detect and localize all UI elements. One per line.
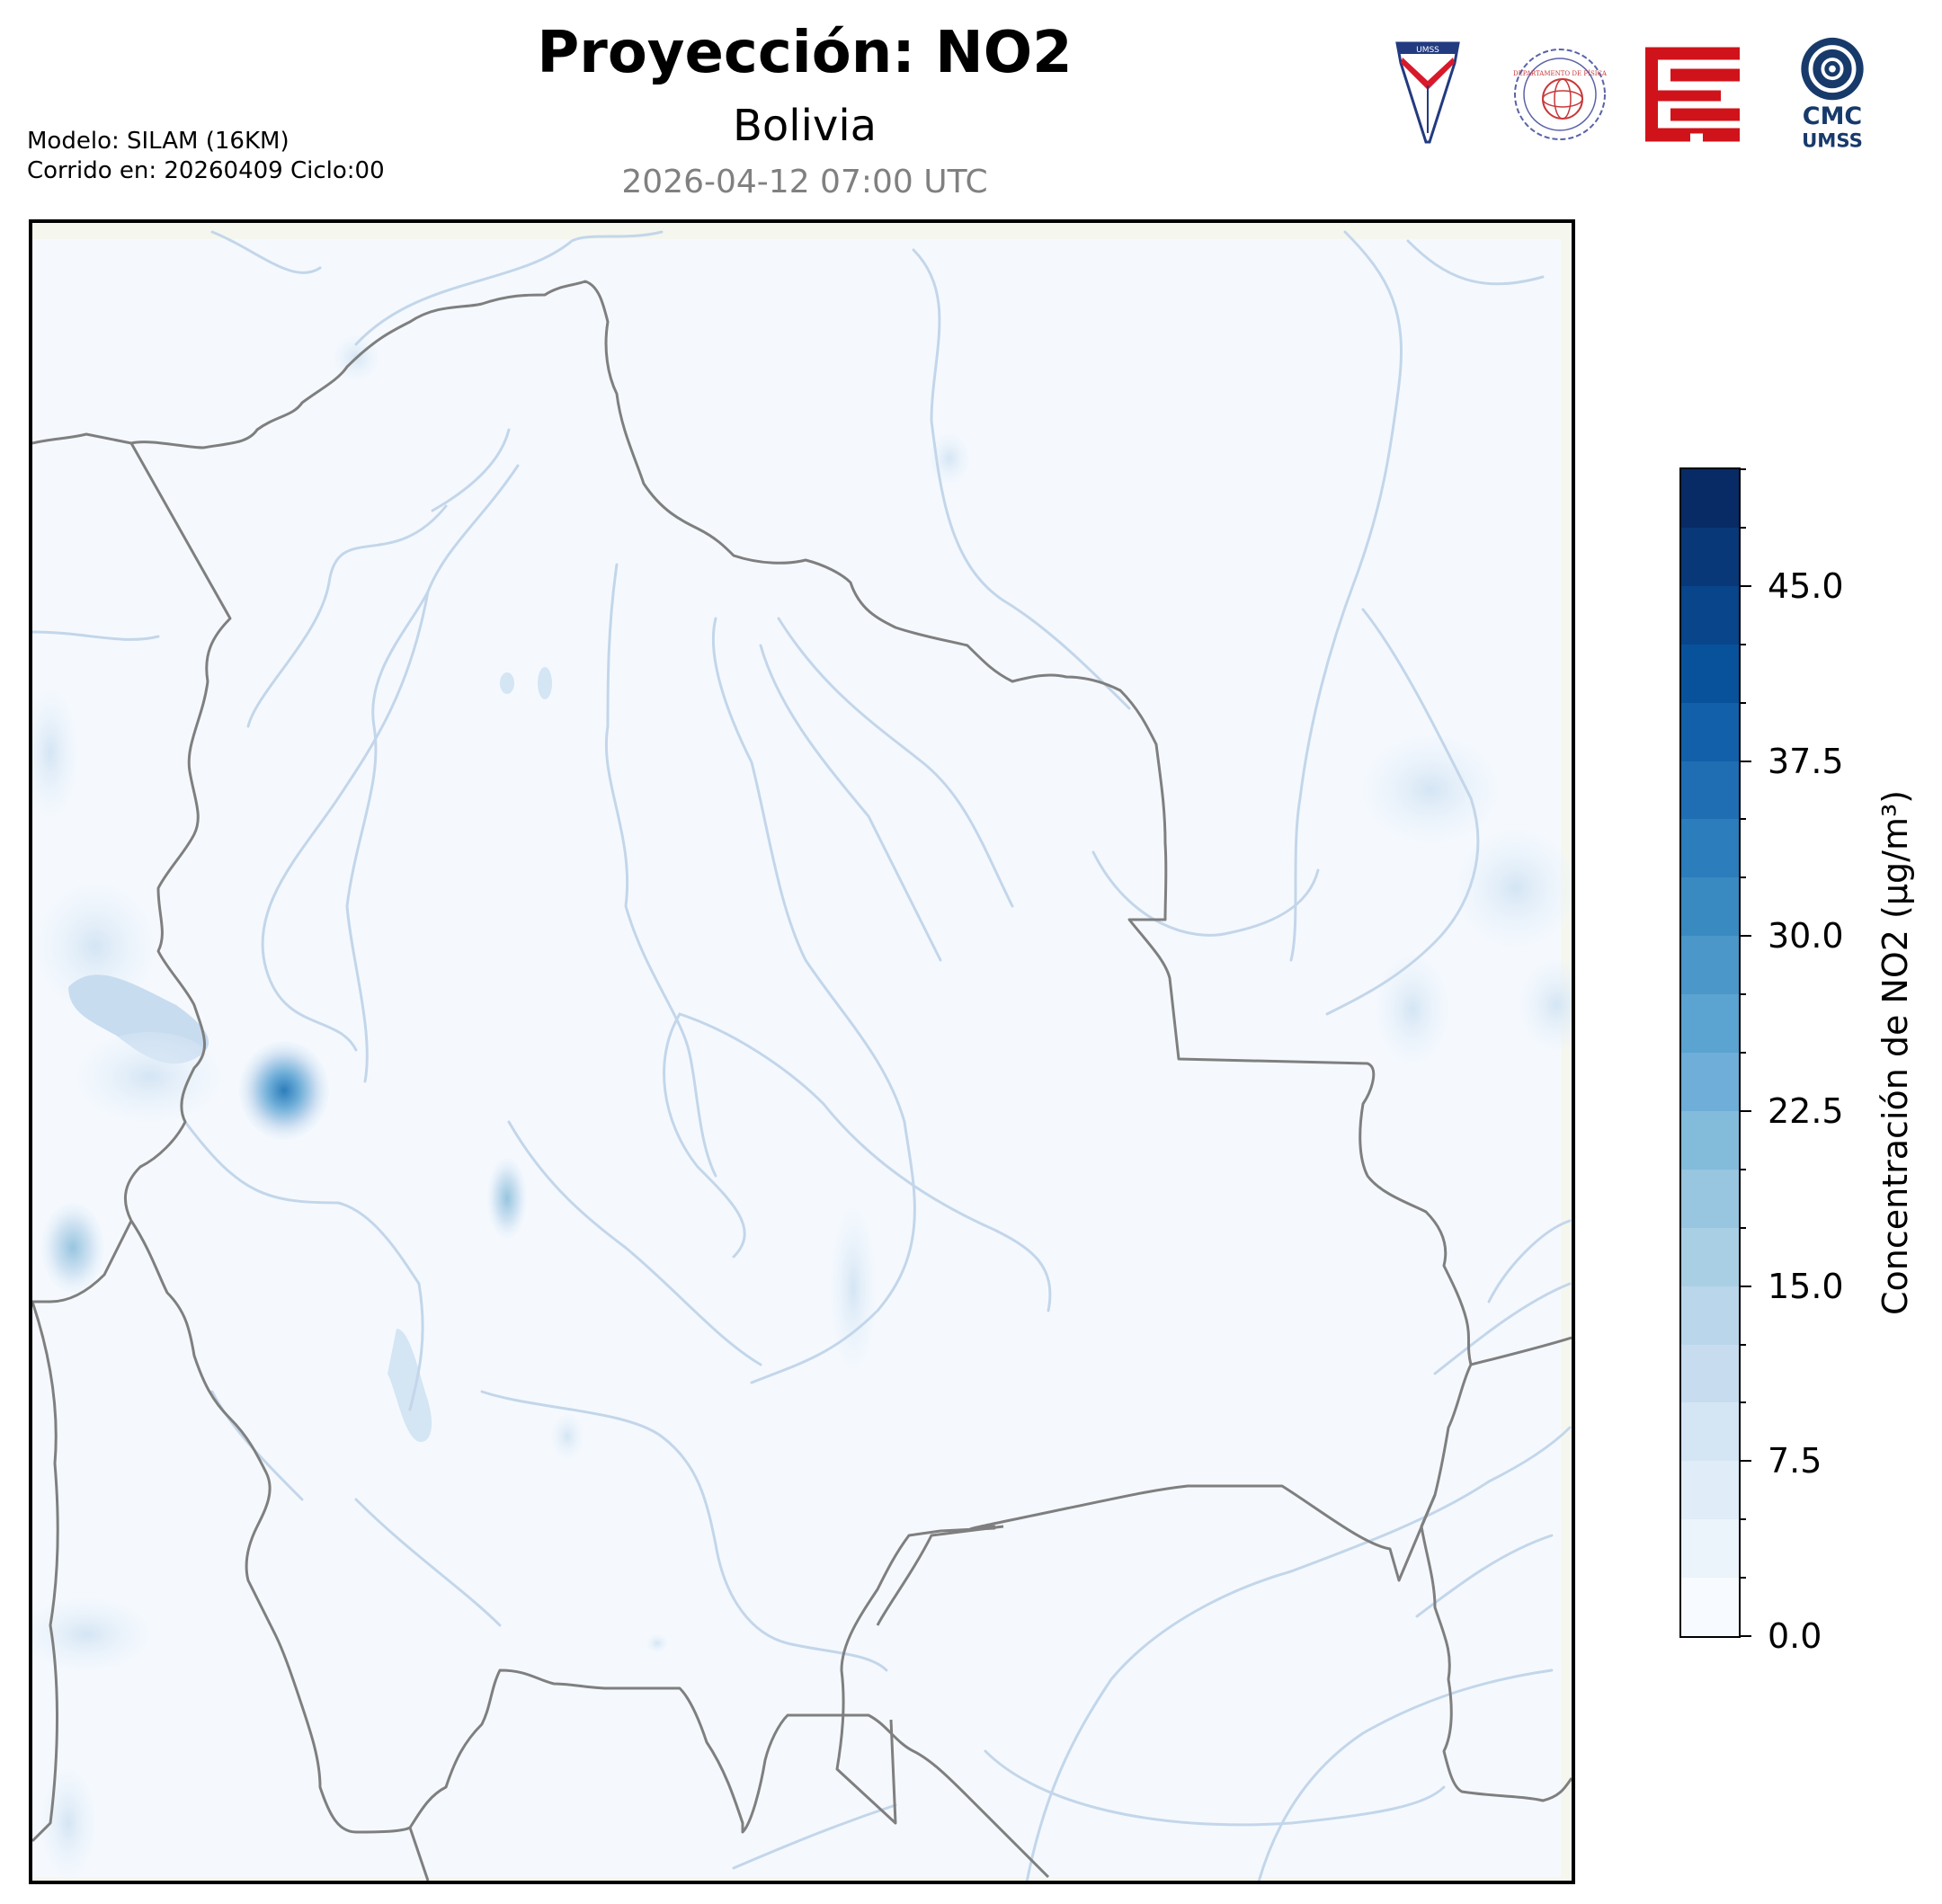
chart-title: Proyección: NO2: [0, 20, 1609, 86]
logo-group: UMSS DEPARTAMENTO DE FÍSICA CMC UMSS: [1376, 36, 1879, 157]
map-svg: [32, 223, 1572, 1881]
colorbar-segment: [1681, 877, 1739, 936]
colorbar-segment: [1681, 1461, 1739, 1519]
colorbar-segment: [1681, 1578, 1739, 1636]
colorbar-minor-tick: [1741, 527, 1746, 529]
colorbar-major-tick: [1741, 1460, 1751, 1462]
colorbar-tick-label: 37.5: [1768, 744, 1844, 779]
colorbar-minor-tick: [1741, 876, 1746, 878]
cmc-logo-text: CMC: [1803, 102, 1862, 130]
colorbar-tick-label: 22.5: [1768, 1094, 1844, 1128]
colorbar-major-tick: [1741, 1286, 1751, 1287]
colorbar-major-tick: [1741, 935, 1751, 937]
colorbar-minor-tick: [1741, 468, 1746, 470]
colorbar-major-tick: [1741, 585, 1751, 587]
fisica-seal-text: DEPARTAMENTO DE FÍSICA: [1513, 69, 1608, 77]
colorbar-major-tick: [1741, 761, 1751, 762]
colorbar-tick-label: 45.0: [1768, 569, 1844, 603]
run-info: Corrido en: 20260409 Ciclo:00: [27, 157, 385, 184]
colorbar-major-tick: [1741, 1635, 1751, 1637]
umss-shield-logo: UMSS: [1392, 36, 1464, 153]
colorbar-minor-tick: [1741, 1577, 1746, 1579]
colorbar-tick-label: 7.5: [1768, 1444, 1822, 1478]
colorbar-segment: [1681, 703, 1739, 761]
umss-shield-text: UMSS: [1416, 46, 1439, 55]
colorbar-segment: [1681, 761, 1739, 819]
colorbar-segment: [1681, 1228, 1739, 1286]
fisica-seal-logo: DEPARTAMENTO DE FÍSICA: [1510, 36, 1609, 153]
colorbar-minor-tick: [1741, 1052, 1746, 1054]
colorbar: [1679, 467, 1741, 1638]
colorbar-tick-label: 0.0: [1768, 1619, 1822, 1653]
colorbar-minor-tick: [1741, 1401, 1746, 1403]
colorbar-minor-tick: [1741, 818, 1746, 820]
colorbar-segment: [1681, 1111, 1739, 1170]
colorbar-segment: [1681, 1286, 1739, 1345]
colorbar-segment: [1681, 1344, 1739, 1402]
colorbar-segment: [1681, 1053, 1739, 1111]
model-info: Modelo: SILAM (16KM): [27, 128, 290, 155]
umss-logo-text: UMSS: [1802, 129, 1863, 151]
colorbar-minor-tick: [1741, 993, 1746, 995]
colorbar-minor-tick: [1741, 1518, 1746, 1520]
cmc-umss-logo: CMC UMSS: [1787, 36, 1877, 153]
red-geometric-logo: [1645, 36, 1740, 153]
colorbar-segment: [1681, 936, 1739, 994]
colorbar-label: Concentración de NO2 (µg/m³): [1875, 790, 1915, 1315]
colorbar-segment: [1681, 994, 1739, 1053]
colorbar-segment: [1681, 1519, 1739, 1578]
colorbar-segment: [1681, 469, 1739, 528]
colorbar-segment: [1681, 819, 1739, 877]
map-panel: [29, 219, 1575, 1884]
colorbar-segment: [1681, 645, 1739, 703]
colorbar-minor-tick: [1741, 644, 1746, 645]
colorbar-major-tick: [1741, 1110, 1751, 1112]
colorbar-minor-tick: [1741, 1169, 1746, 1170]
colorbar-segment: [1681, 1402, 1739, 1461]
colorbar-minor-tick: [1741, 1227, 1746, 1229]
colorbar-minor-tick: [1741, 702, 1746, 704]
colorbar-segment: [1681, 586, 1739, 645]
colorbar-segment: [1681, 528, 1739, 586]
colorbar-tick-label: 15.0: [1768, 1269, 1844, 1303]
colorbar-segment: [1681, 1170, 1739, 1228]
colorbar-minor-tick: [1741, 1344, 1746, 1346]
colorbar-tick-label: 30.0: [1768, 919, 1844, 953]
